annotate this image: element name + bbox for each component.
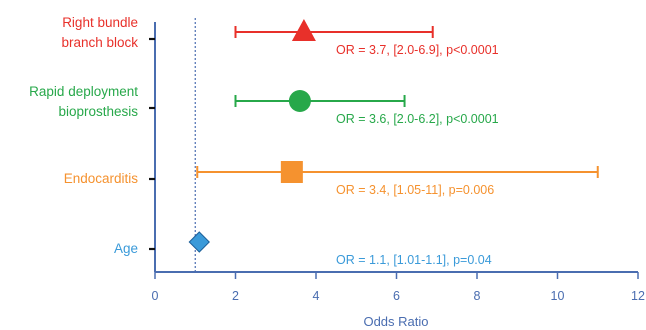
point-estimate-circle [288,90,311,112]
row-label: Right bundle [62,15,138,30]
or-annotation: OR = 3.7, [2.0-6.9], p<0.0001 [336,43,499,57]
point-estimate-diamond [188,231,210,253]
axes-layer: 0 2 4 6 8 10 12 Odds Ratio [152,18,645,329]
row-label: Rapid deployment [29,84,138,99]
forest-row: Endocarditis OR = 3.4, [1.05-11], p=0.006 [64,161,599,197]
row-label: Age [114,241,138,256]
or-annotation: OR = 3.6, [2.0-6.2], p<0.0001 [336,112,499,126]
rows-layer: Right bundle branch block OR = 3.7, [2.0-6… [29,15,599,267]
row-label: bioprosthesis [58,104,138,119]
x-tick-label: 4 [313,289,320,303]
or-annotation: OR = 3.4, [1.05-11], p=0.006 [336,183,494,197]
x-tick-label: 12 [631,289,645,303]
x-tick-label: 0 [152,289,159,303]
x-tick-label: 6 [393,289,400,303]
x-tick-label: 10 [551,289,565,303]
row-label: branch block [61,35,138,50]
point-estimate-triangle [291,19,316,41]
forest-row: Age OR = 1.1, [1.01-1.1], p=0.04 [114,231,492,267]
x-tick-label: 8 [474,289,481,303]
row-label: Endocarditis [64,171,139,186]
forest-row: Right bundle branch block OR = 3.7, [2.0-6… [61,15,498,57]
forest-row: Rapid deployment bioprosthesis OR = 3.6, [… [29,84,498,126]
or-annotation: OR = 1.1, [1.01-1.1], p=0.04 [336,253,492,267]
point-estimate-square [280,161,303,183]
x-axis-title: Odds Ratio [363,314,428,329]
x-tick-label: 2 [232,289,239,303]
x-ticks: 0 2 4 6 8 10 12 [152,272,645,303]
